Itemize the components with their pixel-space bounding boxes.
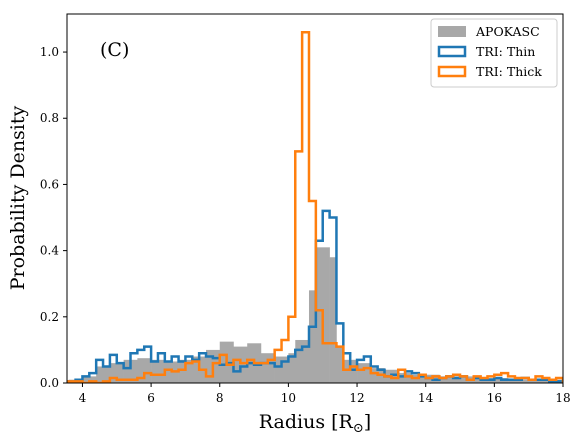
apokasc-bar <box>96 366 111 383</box>
y-tick-label: 0.8 <box>40 111 59 125</box>
apokasc-bar <box>521 379 536 383</box>
apokasc-bar <box>123 359 138 383</box>
apokasc-bar <box>508 379 523 383</box>
legend-swatch-tri-thin <box>437 45 467 58</box>
x-tick-label: 8 <box>216 391 224 405</box>
apokasc-bar <box>178 359 193 383</box>
legend: APOKASC TRI: Thin TRI: Thick <box>430 18 558 88</box>
apokasc-bar <box>274 356 289 383</box>
apokasc-bar <box>329 257 337 383</box>
y-tick-label: 0.2 <box>40 310 59 324</box>
apokasc-bar <box>398 373 413 383</box>
x-tick-label: 4 <box>79 391 87 405</box>
x-tick-label: 16 <box>487 391 502 405</box>
plot-area <box>67 30 563 383</box>
plot-frame <box>66 13 564 384</box>
apokasc-bar <box>151 359 166 383</box>
legend-swatch-tri-thick <box>437 65 467 78</box>
legend-label: APOKASC <box>475 24 540 39</box>
legend-swatch-apokasc <box>438 26 466 37</box>
x-axis-label: Radius [R⊙] <box>259 411 371 436</box>
legend-label: TRI: Thick <box>476 64 542 79</box>
series-tri-thick-line <box>67 30 563 383</box>
y-tick-label: 0.0 <box>40 376 59 390</box>
y-tick-label: 0.4 <box>40 244 59 258</box>
apokasc-bar <box>439 376 454 383</box>
apokasc-bar <box>453 376 468 383</box>
x-tick-label: 12 <box>349 391 364 405</box>
axes: 4 6 8 10 12 14 16 18 0.0 0.2 0.4 0.6 0.8 1.0 <box>40 13 571 405</box>
apokasc-bar <box>82 376 97 383</box>
apokasc-bar <box>308 290 317 383</box>
y-axis-label: Probability Density <box>7 105 29 290</box>
panel-label: (C) <box>100 39 129 61</box>
apokasc-bar <box>288 353 296 383</box>
y-tick-label: 1.0 <box>40 45 59 59</box>
apokasc-bar <box>336 346 344 383</box>
apokasc-bar <box>260 353 275 383</box>
x-tick-label: 10 <box>281 391 296 405</box>
apokasc-bar <box>357 363 372 383</box>
x-tick-label: 14 <box>418 391 434 405</box>
y-tick-label: 0.6 <box>40 177 59 191</box>
apokasc-bar <box>233 346 248 383</box>
legend-label: TRI: Thin <box>476 44 535 59</box>
apokasc-bar <box>535 379 550 383</box>
x-tick-label: 6 <box>147 391 155 405</box>
x-tick-label: 18 <box>555 391 570 405</box>
